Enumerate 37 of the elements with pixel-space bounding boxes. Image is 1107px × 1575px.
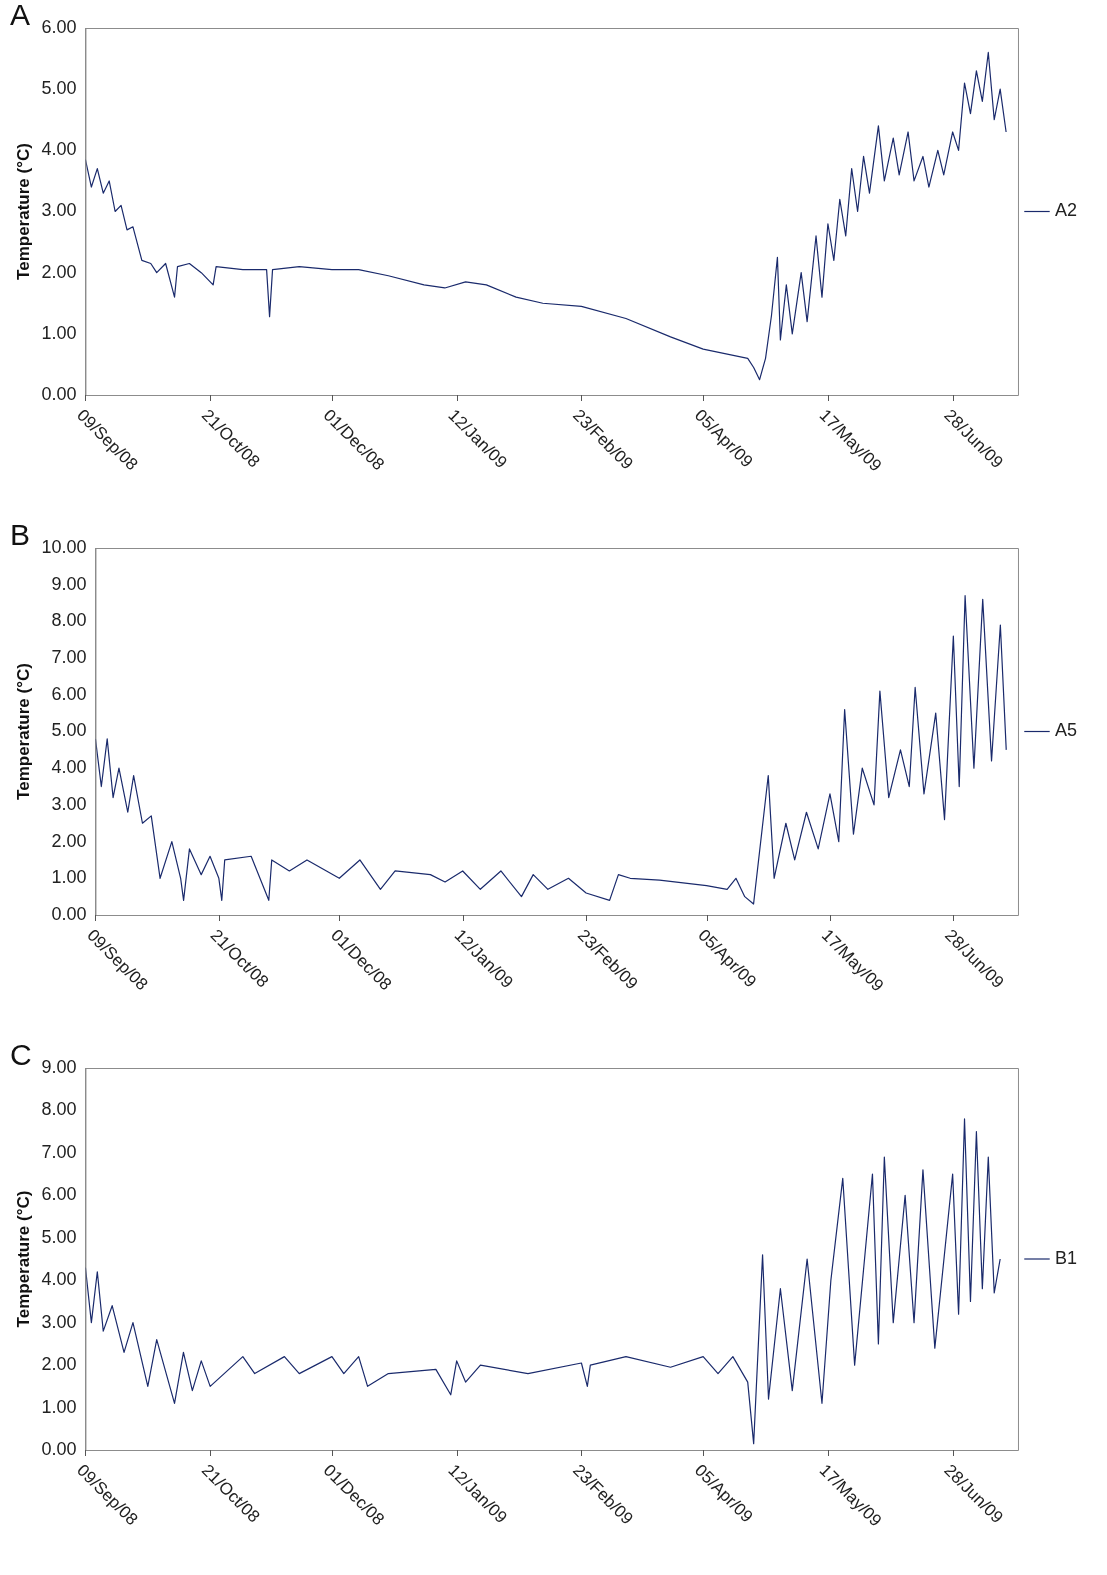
- chart-title: C: [10, 1038, 32, 1072]
- y-tick-label: 5.00: [41, 1226, 77, 1247]
- y-tick-label: 9.00: [51, 573, 87, 594]
- y-tick-label: 0.00: [51, 903, 87, 924]
- y-tick-label: 8.00: [41, 1099, 77, 1120]
- y-axis-title: Temperature (°C): [13, 1190, 33, 1328]
- y-axis-title: Temperature (°C): [13, 143, 33, 280]
- y-tick-label: 4.00: [41, 139, 77, 160]
- y-tick-label: 2.00: [41, 261, 77, 282]
- y-tick-label: 3.00: [51, 793, 87, 814]
- y-tick-label: 9.00: [41, 1056, 77, 1077]
- y-tick-label: 5.00: [51, 720, 87, 741]
- y-tick-label: 10.00: [41, 536, 87, 557]
- y-tick-label: 5.00: [41, 78, 77, 99]
- y-tick-label: 6.00: [41, 1184, 77, 1205]
- y-tick-label: 0.00: [41, 1438, 77, 1459]
- legend-label: A5: [1054, 720, 1078, 741]
- y-tick-label: 2.00: [51, 830, 87, 851]
- y-tick-label: 4.00: [41, 1269, 77, 1290]
- y-tick-label: 6.00: [51, 683, 87, 704]
- legend-label: B1: [1054, 1247, 1078, 1268]
- y-tick-label: 1.00: [41, 1396, 77, 1417]
- y-tick-label: 4.00: [51, 757, 87, 778]
- y-tick-label: 7.00: [51, 647, 87, 668]
- y-tick-label: 3.00: [41, 1311, 77, 1332]
- chart-title: A: [10, 0, 31, 32]
- y-tick-label: 1.00: [51, 867, 87, 888]
- y-tick-label: 6.00: [41, 16, 77, 37]
- y-tick-label: 3.00: [41, 200, 77, 221]
- y-tick-label: 1.00: [41, 322, 77, 343]
- legend-label: A2: [1054, 200, 1078, 221]
- y-tick-label: 2.00: [41, 1354, 77, 1375]
- y-tick-label: 7.00: [41, 1141, 77, 1162]
- y-tick-label: 8.00: [51, 610, 87, 631]
- y-axis-title: Temperature (°C): [13, 663, 33, 800]
- chart-title: B: [10, 518, 31, 552]
- y-tick-label: 0.00: [41, 383, 77, 404]
